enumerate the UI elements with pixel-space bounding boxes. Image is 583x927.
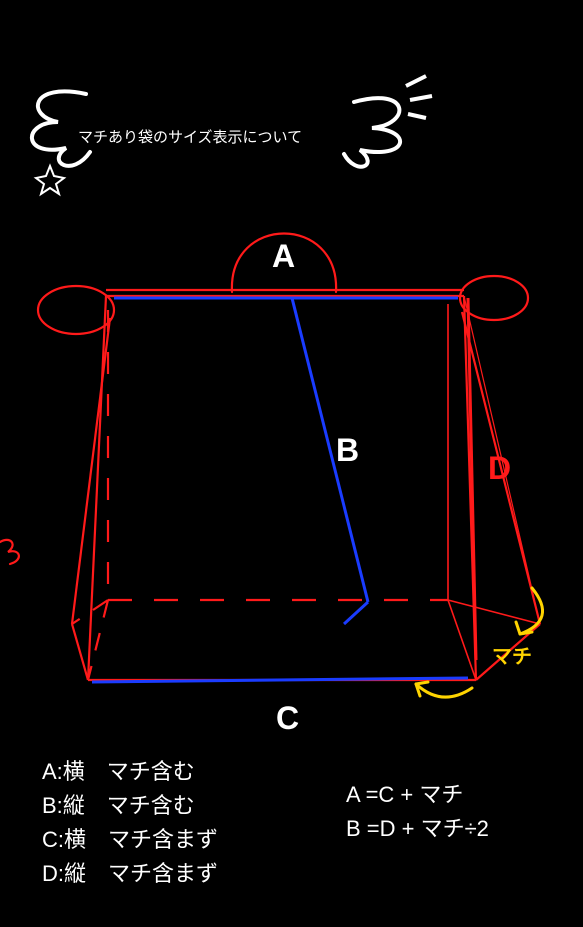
- label-machi: マチ: [492, 640, 532, 669]
- legend-row: C:横 マチ含まず: [42, 823, 218, 857]
- label-b: B: [336, 432, 359, 469]
- label-a: A: [272, 238, 295, 275]
- dashed-lines: [72, 310, 448, 680]
- legend-row: D:縦 マチ含まず: [42, 857, 218, 891]
- legend-row: B:縦 マチ含む: [42, 789, 218, 823]
- title-text: マチあり袋のサイズ表示について: [78, 126, 302, 147]
- legend-formula: B =D + マチ÷2: [346, 812, 489, 846]
- blue-lines: [92, 298, 468, 682]
- legend-row: A:横 マチ含む: [42, 755, 218, 789]
- red-outline: [0, 290, 540, 680]
- legend-right: A =C + マチB =D + マチ÷2: [346, 778, 489, 846]
- legend-left: A:横 マチ含むB:縦 マチ含むC:横 マチ含まずD:縦 マチ含まず: [42, 755, 218, 891]
- label-c: C: [276, 700, 299, 737]
- bag-ears: [38, 276, 528, 334]
- label-d: D: [488, 450, 511, 487]
- legend-formula: A =C + マチ: [346, 778, 489, 812]
